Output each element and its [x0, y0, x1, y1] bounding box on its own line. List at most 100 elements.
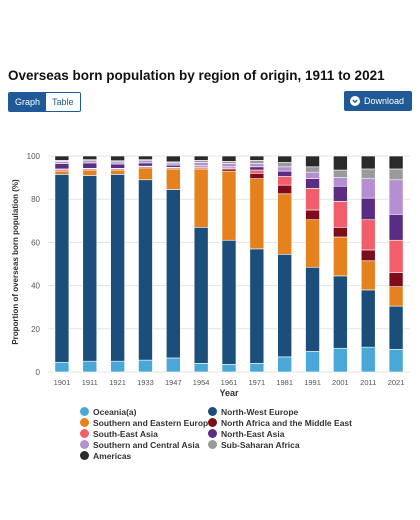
bar-segment[interactable] — [388, 214, 404, 241]
bar-segment[interactable] — [277, 170, 292, 177]
bar-segment[interactable] — [277, 193, 292, 255]
legend-item[interactable]: Americas — [80, 450, 208, 461]
bar-segment[interactable] — [277, 155, 292, 163]
bar-segment[interactable] — [138, 179, 153, 361]
bar-segment[interactable] — [82, 155, 98, 160]
tab-table[interactable]: Table — [46, 93, 80, 111]
bar-segment[interactable] — [138, 359, 153, 373]
bar-segment[interactable] — [221, 155, 237, 162]
legend-item[interactable]: Sub-Saharan Africa — [208, 439, 378, 450]
bar-segment[interactable] — [110, 161, 125, 165]
legend-item[interactable]: North Africa and the Middle East — [208, 417, 378, 428]
bar-segment[interactable] — [388, 349, 404, 373]
bar-segment[interactable] — [221, 161, 237, 164]
bar-segment[interactable] — [360, 197, 376, 221]
bar-segment[interactable] — [110, 163, 125, 169]
bar-segment[interactable] — [193, 363, 209, 373]
bar-segment[interactable] — [166, 168, 181, 190]
bar-segment[interactable] — [138, 162, 153, 167]
bar-segment[interactable] — [388, 179, 404, 215]
legend-item[interactable]: South-East Asia — [80, 428, 208, 439]
bar-segment[interactable] — [277, 253, 292, 358]
bar-segment[interactable] — [249, 172, 265, 179]
tab-graph[interactable]: Graph — [9, 93, 47, 111]
bar-segment[interactable] — [388, 168, 404, 181]
bar-segment[interactable] — [360, 219, 376, 251]
bar-segment[interactable] — [388, 305, 404, 350]
bar-segment[interactable] — [82, 162, 98, 169]
bar-segment[interactable] — [221, 364, 237, 373]
bar-segment[interactable] — [277, 356, 292, 373]
bar-segment[interactable] — [333, 201, 348, 228]
bar-segment[interactable] — [277, 166, 292, 172]
bar-segment[interactable] — [249, 160, 265, 164]
bar-segment[interactable] — [305, 155, 320, 168]
bar-segment[interactable] — [305, 219, 320, 268]
bar-segment[interactable] — [54, 161, 70, 164]
bar-segment[interactable] — [110, 360, 125, 373]
bar-segment[interactable] — [54, 174, 70, 363]
legend-item[interactable]: Southern and Central Asia — [80, 439, 208, 450]
bar-segment[interactable] — [138, 155, 153, 160]
bar-segment[interactable] — [193, 168, 209, 228]
bar-segment[interactable] — [193, 155, 209, 161]
bar-segment[interactable] — [277, 184, 292, 195]
bar-segment[interactable] — [110, 174, 125, 362]
bar-segment[interactable] — [277, 162, 292, 168]
bar-segment[interactable] — [249, 248, 265, 364]
bar-segment[interactable] — [333, 185, 348, 202]
download-button[interactable]: Download — [343, 91, 412, 111]
bar-segment[interactable] — [305, 178, 320, 189]
bar-segment[interactable] — [305, 266, 320, 352]
bar-segment[interactable] — [166, 155, 181, 163]
bar-segment[interactable] — [249, 155, 265, 161]
bar-segment[interactable] — [388, 286, 404, 307]
bar-segment[interactable] — [221, 170, 237, 241]
bar-segment[interactable] — [138, 160, 153, 164]
bar-segment[interactable] — [333, 347, 348, 373]
bar-segment[interactable] — [110, 169, 125, 175]
bar-segment[interactable] — [305, 171, 320, 179]
bar-segment[interactable] — [193, 162, 209, 167]
bar-segment[interactable] — [360, 260, 376, 291]
bar-segment[interactable] — [277, 176, 292, 186]
bar-segment[interactable] — [305, 188, 320, 211]
bar-segment[interactable] — [249, 163, 265, 168]
legend-item[interactable]: Oceania(a) — [80, 406, 208, 417]
bar-segment[interactable] — [388, 239, 404, 273]
bar-segment[interactable] — [360, 168, 376, 179]
bar-segment[interactable] — [360, 155, 376, 170]
bar-segment[interactable] — [305, 166, 320, 173]
bar-segment[interactable] — [82, 175, 98, 362]
bar-segment[interactable] — [388, 272, 404, 287]
bar-segment[interactable] — [360, 346, 376, 373]
bar-segment[interactable] — [82, 160, 98, 164]
bar-segment[interactable] — [54, 361, 70, 373]
bar-segment[interactable] — [166, 162, 181, 166]
legend-item[interactable]: North-East Asia — [208, 428, 378, 439]
bar-segment[interactable] — [166, 357, 181, 373]
bar-segment[interactable] — [249, 169, 265, 174]
bar-segment[interactable] — [221, 168, 237, 172]
bar-segment[interactable] — [305, 351, 320, 373]
bar-segment[interactable] — [54, 163, 70, 170]
bar-segment[interactable] — [166, 189, 181, 359]
bar-segment[interactable] — [333, 169, 348, 178]
bar-segment[interactable] — [249, 166, 265, 171]
bar-segment[interactable] — [249, 363, 265, 373]
bar-segment[interactable] — [305, 209, 320, 221]
legend-item[interactable]: North-West Europe — [208, 406, 378, 417]
bar-segment[interactable] — [54, 170, 70, 175]
bar-segment[interactable] — [360, 289, 376, 348]
bar-segment[interactable] — [333, 226, 348, 238]
bar-segment[interactable] — [54, 155, 70, 161]
bar-segment[interactable] — [166, 164, 181, 168]
bar-segment[interactable] — [82, 169, 98, 176]
bar-segment[interactable] — [333, 236, 348, 277]
bar-segment[interactable] — [221, 239, 237, 365]
bar-segment[interactable] — [193, 226, 209, 364]
bar-segment[interactable] — [333, 177, 348, 187]
bar-segment[interactable] — [193, 160, 209, 163]
bar-segment[interactable] — [360, 178, 376, 199]
bar-segment[interactable] — [82, 360, 98, 373]
